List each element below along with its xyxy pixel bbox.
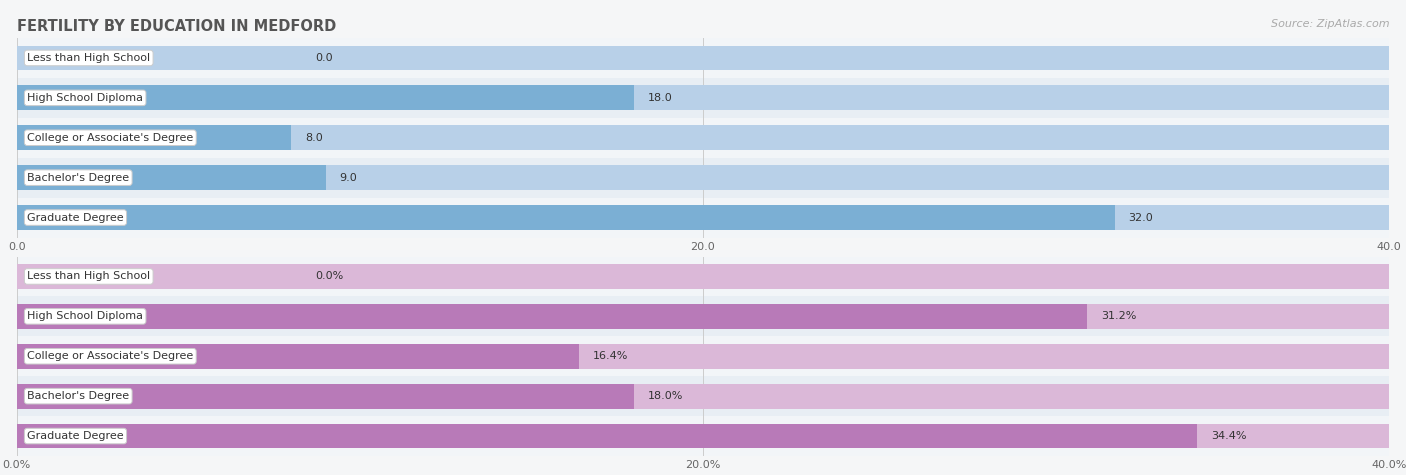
Bar xyxy=(17,205,1115,230)
Bar xyxy=(17,118,1389,158)
Text: 31.2%: 31.2% xyxy=(1101,311,1136,322)
Text: 34.4%: 34.4% xyxy=(1211,431,1246,441)
Text: 16.4%: 16.4% xyxy=(593,351,628,361)
Bar xyxy=(17,296,1389,336)
Text: Graduate Degree: Graduate Degree xyxy=(27,431,124,441)
Bar xyxy=(17,78,1389,118)
Bar xyxy=(17,256,1389,296)
Bar xyxy=(17,304,1087,329)
Bar xyxy=(17,264,1389,289)
Text: FERTILITY BY EDUCATION IN MEDFORD: FERTILITY BY EDUCATION IN MEDFORD xyxy=(17,19,336,34)
Bar xyxy=(17,165,326,190)
Bar xyxy=(17,125,291,150)
Text: Source: ZipAtlas.com: Source: ZipAtlas.com xyxy=(1271,19,1389,29)
Bar xyxy=(17,384,634,408)
Text: High School Diploma: High School Diploma xyxy=(27,93,143,103)
Bar xyxy=(17,376,1389,416)
Bar xyxy=(17,205,1389,230)
Bar xyxy=(17,344,1389,369)
Text: 32.0: 32.0 xyxy=(1129,212,1153,223)
Bar xyxy=(17,46,1389,70)
Bar xyxy=(17,344,579,369)
Text: 8.0: 8.0 xyxy=(305,133,323,143)
Bar xyxy=(17,336,1389,376)
Bar xyxy=(17,304,1389,329)
Text: Less than High School: Less than High School xyxy=(27,271,150,282)
Text: 0.0%: 0.0% xyxy=(315,271,343,282)
Text: 18.0: 18.0 xyxy=(648,93,673,103)
Bar xyxy=(17,424,1197,448)
Text: Bachelor's Degree: Bachelor's Degree xyxy=(27,391,129,401)
Text: High School Diploma: High School Diploma xyxy=(27,311,143,322)
Bar xyxy=(17,198,1389,238)
Text: Less than High School: Less than High School xyxy=(27,53,150,63)
Text: College or Associate's Degree: College or Associate's Degree xyxy=(27,351,194,361)
Text: Graduate Degree: Graduate Degree xyxy=(27,212,124,223)
Bar xyxy=(17,165,1389,190)
Bar xyxy=(17,384,1389,408)
Bar xyxy=(17,38,1389,78)
Text: 0.0: 0.0 xyxy=(315,53,333,63)
Text: Bachelor's Degree: Bachelor's Degree xyxy=(27,172,129,183)
Bar xyxy=(17,158,1389,198)
Bar xyxy=(17,86,1389,110)
Bar xyxy=(17,416,1389,456)
Bar xyxy=(17,86,634,110)
Bar xyxy=(17,125,1389,150)
Bar xyxy=(17,424,1389,448)
Text: 9.0: 9.0 xyxy=(339,172,357,183)
Text: College or Associate's Degree: College or Associate's Degree xyxy=(27,133,194,143)
Text: 18.0%: 18.0% xyxy=(648,391,683,401)
